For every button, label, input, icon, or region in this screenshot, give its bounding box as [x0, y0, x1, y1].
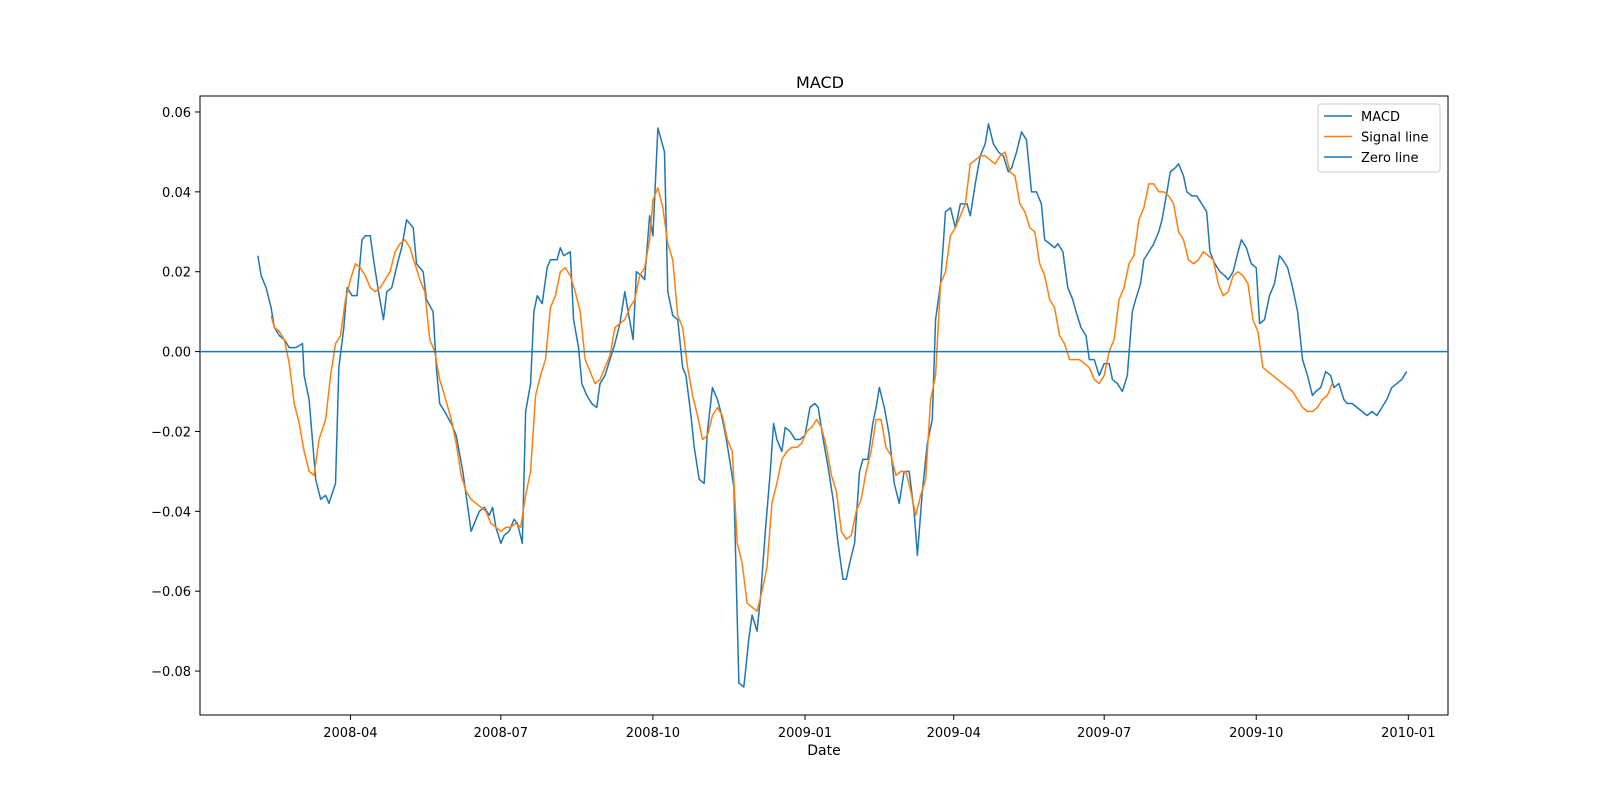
- x-tick-label: 2010-01: [1381, 726, 1435, 741]
- series-line-signal-line: [270, 151, 1333, 612]
- series-layer: [200, 123, 1448, 688]
- legend-box: [1317, 103, 1441, 173]
- y-tick-label: −0.06: [151, 585, 191, 600]
- x-tick-label: 2008-04: [323, 726, 377, 741]
- legend-label: Signal line: [1361, 131, 1429, 146]
- x-tick-label: 2008-10: [626, 726, 680, 741]
- y-tick-label: −0.02: [151, 425, 191, 440]
- y-tick-label: 0.02: [162, 266, 191, 281]
- x-tick-label: 2009-07: [1077, 726, 1131, 741]
- y-tick-label: 0.00: [162, 346, 191, 361]
- y-axis: 0.06 0.04 0.02 0.00 −0.02 −0.04 −0.06 −0.08: [151, 106, 200, 680]
- x-tick-label: 2008-07: [474, 726, 528, 741]
- x-tick-label: 2009-10: [1229, 726, 1283, 741]
- series-line-macd: [257, 123, 1408, 688]
- legend-label: Zero line: [1361, 151, 1419, 166]
- x-axis-title: Date: [807, 743, 840, 759]
- y-tick-label: 0.06: [162, 106, 191, 121]
- x-axis: 2008-04 2008-07 2008-10 2009-01 2009-04 2009-…: [323, 715, 1435, 741]
- x-tick-label: 2009-04: [927, 726, 981, 741]
- chart-title: MACD: [796, 73, 844, 92]
- legend: MACD Signal line Zero line: [1317, 103, 1441, 173]
- y-tick-label: −0.04: [151, 505, 191, 520]
- y-tick-label: 0.04: [162, 186, 191, 201]
- y-tick-label: −0.08: [151, 665, 191, 680]
- x-tick-label: 2009-01: [778, 726, 832, 741]
- legend-label: MACD: [1361, 110, 1400, 125]
- plot-frame: [199, 95, 1449, 716]
